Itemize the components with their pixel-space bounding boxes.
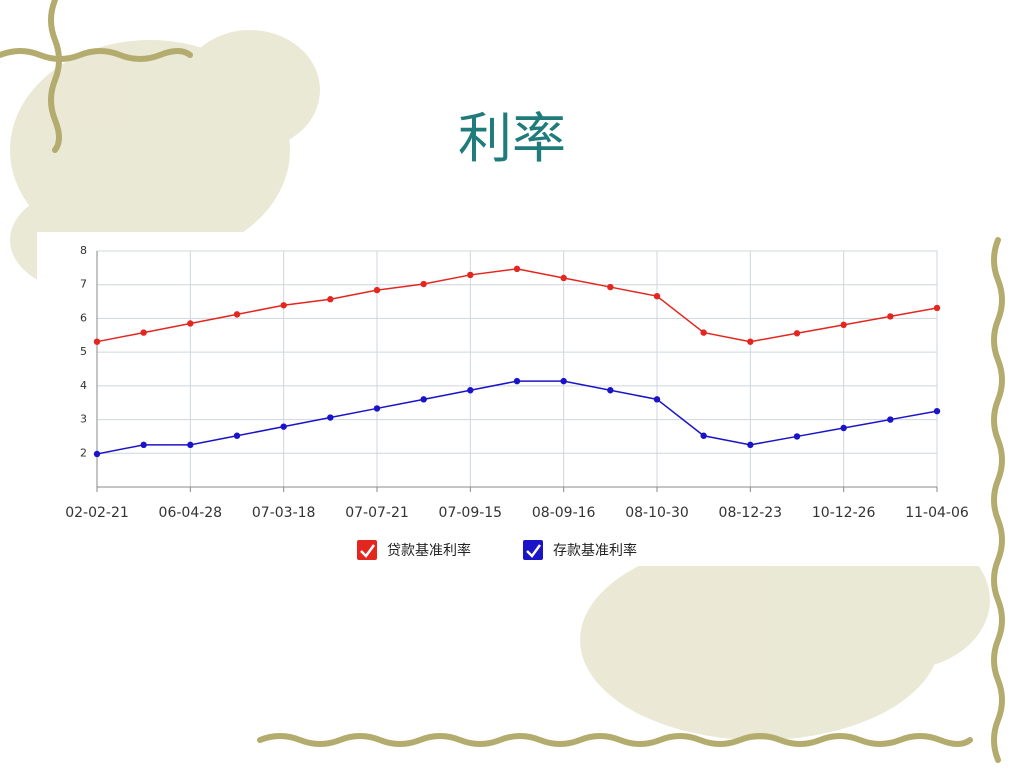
- x-tick-label: 07-03-18: [252, 505, 316, 521]
- data-point: [327, 414, 334, 421]
- data-point: [653, 396, 661, 403]
- chart-background: [37, 232, 988, 566]
- x-tick-label: 07-09-15: [439, 505, 503, 521]
- data-point: [187, 320, 194, 327]
- data-point: [187, 441, 194, 449]
- data-point: [747, 441, 754, 449]
- data-point: [933, 407, 941, 415]
- data-point: [93, 338, 101, 345]
- data-point: [140, 441, 147, 449]
- data-point: [140, 329, 147, 336]
- legend-label[interactable]: 存款基准利率: [553, 542, 637, 559]
- data-point: [887, 313, 894, 320]
- x-tick-label: 07-07-21: [345, 505, 409, 521]
- data-point: [653, 292, 661, 300]
- data-point: [607, 283, 614, 291]
- x-tick-label: 06-04-28: [159, 505, 223, 521]
- data-point: [420, 280, 427, 288]
- data-point: [467, 271, 474, 279]
- border-vines: [0, 0, 1005, 763]
- data-point: [420, 396, 427, 403]
- y-tick-label: 3: [80, 413, 87, 426]
- x-tick-label: 02-02-21: [65, 505, 129, 521]
- data-point: [933, 304, 941, 312]
- data-point: [373, 405, 381, 412]
- data-point: [373, 286, 381, 294]
- legend-checkbox[interactable]: [523, 540, 543, 560]
- legend-label[interactable]: 贷款基准利率: [387, 542, 471, 559]
- y-tick-label: 7: [80, 278, 87, 291]
- data-point: [840, 424, 847, 432]
- data-point: [233, 432, 241, 439]
- data-point: [700, 329, 707, 336]
- y-tick-label: 8: [80, 244, 87, 257]
- slide-title: 利率: [458, 107, 566, 170]
- data-point: [793, 433, 801, 440]
- x-tick-label: 08-09-16: [532, 505, 596, 521]
- y-tick-label: 5: [80, 345, 87, 358]
- x-tick-label: 11-04-06: [905, 505, 969, 521]
- data-point: [793, 330, 801, 337]
- data-point: [467, 387, 474, 394]
- data-point: [560, 274, 567, 282]
- legend-check: [526, 544, 542, 558]
- data-point: [513, 265, 521, 273]
- data-point: [560, 377, 567, 385]
- x-tick-label: 08-10-30: [625, 505, 689, 521]
- data-point: [607, 387, 614, 394]
- data-point: [233, 311, 241, 318]
- data-point: [747, 338, 754, 345]
- y-tick-label: 4: [80, 379, 87, 392]
- x-tick-label: 08-12-23: [719, 505, 783, 521]
- data-point: [280, 302, 287, 309]
- data-point: [887, 416, 894, 423]
- data-point: [700, 432, 707, 439]
- data-point: [840, 321, 847, 329]
- x-tick-label: 10-12-26: [812, 505, 876, 521]
- legend-checkbox[interactable]: [357, 540, 377, 560]
- data-point: [280, 423, 287, 430]
- y-tick-label: 2: [80, 446, 87, 459]
- data-point: [513, 377, 521, 385]
- data-point: [93, 450, 101, 458]
- legend-check: [360, 544, 376, 558]
- data-point: [327, 296, 334, 303]
- y-tick-label: 6: [80, 311, 87, 324]
